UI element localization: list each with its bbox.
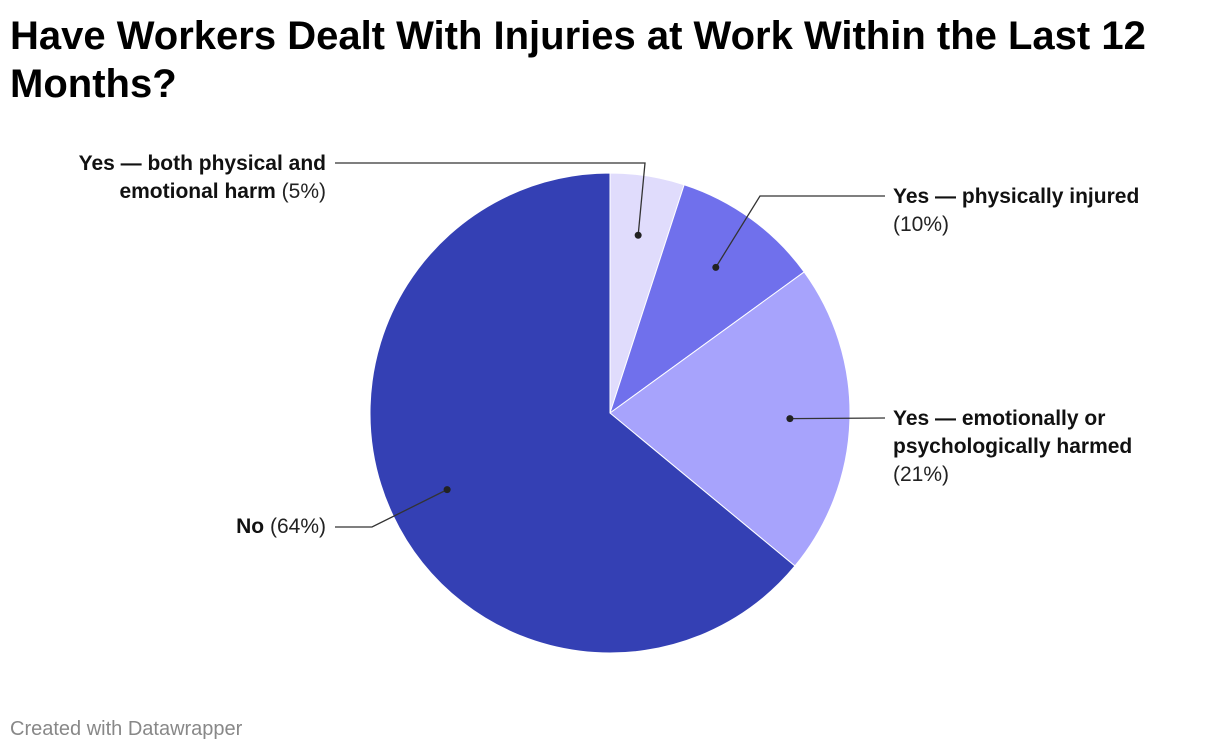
slice-label: Yes — both physical and emotional harm (… — [56, 150, 326, 206]
chart-title: Have Workers Dealt With Injuries at Work… — [10, 14, 1146, 106]
category-label: Yes — both physical and emotional harm — [78, 152, 326, 203]
leader-dot — [443, 486, 451, 494]
pie-slice — [369, 172, 796, 654]
leader-line — [335, 162, 646, 236]
value-label: (64%) — [269, 515, 326, 538]
value-label: (5%) — [281, 180, 326, 203]
leader-dot — [712, 263, 720, 271]
pie-slice — [609, 184, 805, 415]
value-label: (21%) — [893, 463, 950, 486]
category-label: Yes — physically injured — [893, 185, 1140, 208]
leader-dot — [786, 415, 794, 423]
category-label: No — [236, 515, 265, 538]
leader-line — [715, 195, 885, 268]
credit: Created with Datawrapper — [10, 718, 243, 740]
value-label: (10%) — [893, 213, 950, 236]
slice-label: Yes — physically injured (10%) — [893, 183, 1163, 239]
slice-label: Yes — emotionally or psychologically har… — [893, 405, 1163, 489]
leader-dot — [634, 231, 642, 239]
slice-label: No (64%) — [56, 513, 326, 541]
pie-slice — [609, 271, 851, 567]
category-label: Yes — emotionally or psychologically har… — [893, 407, 1133, 458]
leader-line — [335, 489, 448, 528]
leader-line — [789, 417, 886, 420]
